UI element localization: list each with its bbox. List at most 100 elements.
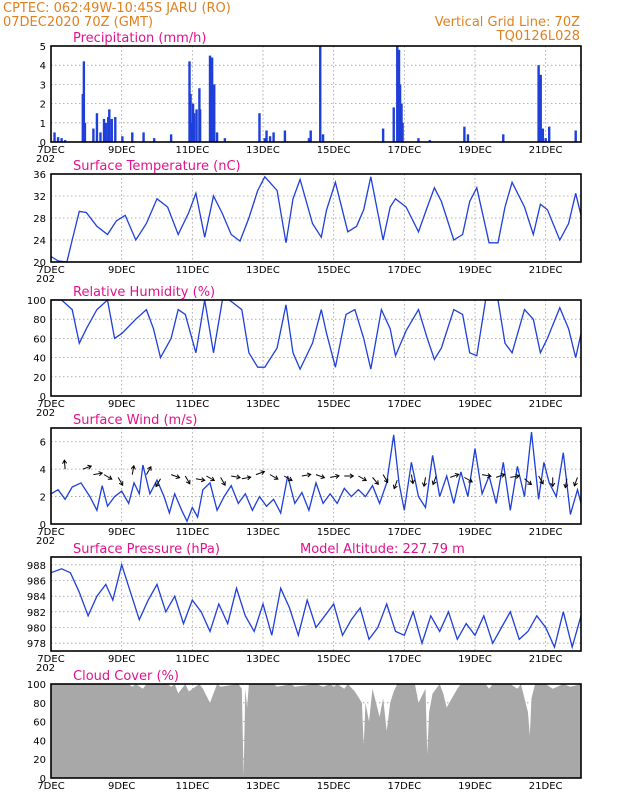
wind-arrow-shaft — [315, 474, 325, 479]
rh-panel: 0 20 40 60 80 100 Relative Humidity (%) 7DEC 9DE… — [27, 285, 582, 419]
precip-bar — [265, 130, 268, 142]
precip-bar — [321, 134, 325, 142]
temp-x-overflow-label: 202 — [36, 274, 55, 285]
wind-arrow-head — [147, 466, 152, 471]
wind-arrow — [409, 474, 415, 485]
wind-arrow-shaft — [393, 479, 398, 489]
rh-x-tick-label: 15DEC — [317, 399, 351, 410]
wind-series-line — [50, 432, 582, 523]
wind-arrow-shaft — [524, 478, 532, 485]
pressure-y-tick-label: 988 — [27, 561, 46, 572]
rh-x-tick-label: 19DEC — [458, 399, 492, 410]
cloud-y-tick-label: 20 — [33, 755, 46, 766]
precip-bar — [574, 130, 577, 142]
wind-arrow — [255, 470, 266, 476]
wind-arrow — [421, 477, 428, 488]
wind-arrow-shaft — [450, 473, 459, 478]
temp-x-tick-label: 21DEC — [529, 265, 563, 276]
wind-arrow — [130, 464, 136, 475]
precip-bar — [63, 140, 67, 142]
wind-title: Surface Wind (m/s) — [73, 413, 197, 428]
wind-arrow — [372, 477, 379, 485]
wind-arrow-head — [210, 476, 216, 482]
precip-bar — [392, 107, 395, 142]
cloud-x-tick-label: 11DEC — [175, 781, 209, 792]
wind-arrow-shaft — [145, 466, 152, 475]
precip-bar — [541, 128, 545, 142]
wind-arrow — [241, 475, 252, 481]
precip-x-tick-label: 11DEC — [175, 145, 209, 156]
pressure-x-tick-label: 15DEC — [317, 654, 351, 665]
wind-arrow-shaft — [564, 478, 568, 488]
wind-arrow — [62, 459, 68, 470]
wind-arrow — [145, 466, 152, 475]
wind-arrow-head — [539, 479, 544, 485]
wind-arrow — [206, 475, 216, 482]
wind-arrow-head — [175, 474, 181, 480]
wind-arrow-head — [87, 464, 93, 470]
wind-arrow-shaft — [573, 477, 578, 486]
temp-x-tick-label: 15DEC — [317, 265, 351, 276]
precip-x-tick-label: 17DEC — [387, 145, 421, 156]
precip-frame — [50, 45, 582, 143]
wind-arrow — [496, 472, 506, 478]
rh-x-tick-label: 13DEC — [246, 399, 280, 410]
cloud-x-tick-label: 15DEC — [317, 781, 351, 792]
cloud-frame — [50, 683, 582, 779]
cloud-panel: 0 20 40 60 80 100 Cloud Cover (%) 7DEC 9DEC 11DEC… — [27, 669, 582, 792]
precip-x-tick-label: 7DEC — [37, 145, 64, 156]
wind-arrow-shaft — [464, 476, 473, 483]
rh-series-line — [51, 298, 582, 371]
wind-arrow — [269, 474, 279, 480]
precip-x-tick-label: 9DEC — [108, 145, 135, 156]
cloud-y-tick-label: 60 — [33, 718, 46, 729]
wind-arrow-head — [500, 472, 506, 478]
cloud-x-tick-label: 21DEC — [529, 781, 563, 792]
wind-arrow — [563, 478, 569, 489]
precip-y-tick-label: 3 — [40, 80, 46, 91]
wind-y-tick-label: 0 — [40, 520, 46, 531]
pressure-x-tick-label: 21DEC — [529, 654, 563, 665]
wind-arrow-head — [155, 482, 160, 488]
wind-arrow-head — [487, 473, 492, 479]
wind-arrow — [330, 473, 340, 479]
cloud-area — [51, 684, 581, 778]
precip-bar — [263, 138, 266, 142]
wind-arrow-head — [107, 475, 113, 480]
pressure-annotation: Model Altitude: 227.79 m — [300, 542, 465, 557]
cloud-y-tick-label: 80 — [33, 699, 46, 710]
precip-x-overflow-label: 202 — [36, 154, 55, 165]
temp-x-tick-label: 7DEC — [37, 265, 64, 276]
wind-arrow — [344, 473, 355, 479]
wind-arrow — [82, 464, 93, 470]
wind-arrow — [464, 476, 474, 483]
rh-y-tick-label: 0 — [40, 392, 46, 403]
temp-y-tick-label: 20 — [33, 258, 46, 269]
wind-arrow-head — [349, 473, 355, 479]
wind-arrow-shaft — [410, 474, 414, 484]
cloud-x-tick-label: 7DEC — [37, 781, 64, 792]
wind-arrow — [315, 474, 326, 480]
wind-arrow-head — [221, 481, 226, 486]
wind-arrow-shaft — [231, 475, 241, 479]
precip-bar — [110, 118, 113, 142]
precip-bar — [121, 136, 124, 142]
wind-x-tick-label: 7DEC — [37, 527, 64, 538]
precip-bar — [258, 113, 261, 142]
wind-arrow-head — [130, 464, 136, 470]
wind-arrow-head — [392, 484, 398, 490]
wind-arrow-shaft — [481, 474, 492, 477]
rh-x-tick-label: 9DEC — [108, 399, 135, 410]
pressure-y-tick-label: 982 — [27, 608, 46, 619]
wind-arrow — [510, 473, 521, 479]
precip-bar — [272, 132, 275, 142]
wind-x-tick-label: 17DEC — [387, 527, 421, 538]
wind-y-tick-label: 6 — [40, 438, 46, 449]
pressure-x-tick-label: 13DEC — [246, 654, 280, 665]
pressure-x-tick-label: 17DEC — [387, 654, 421, 665]
wind-arrow-head — [573, 481, 578, 487]
precip-bar — [466, 134, 470, 142]
precip-bar — [152, 138, 156, 142]
wind-x-tick-label: 15DEC — [317, 527, 351, 538]
pressure-y-tick-label: 980 — [27, 624, 46, 635]
